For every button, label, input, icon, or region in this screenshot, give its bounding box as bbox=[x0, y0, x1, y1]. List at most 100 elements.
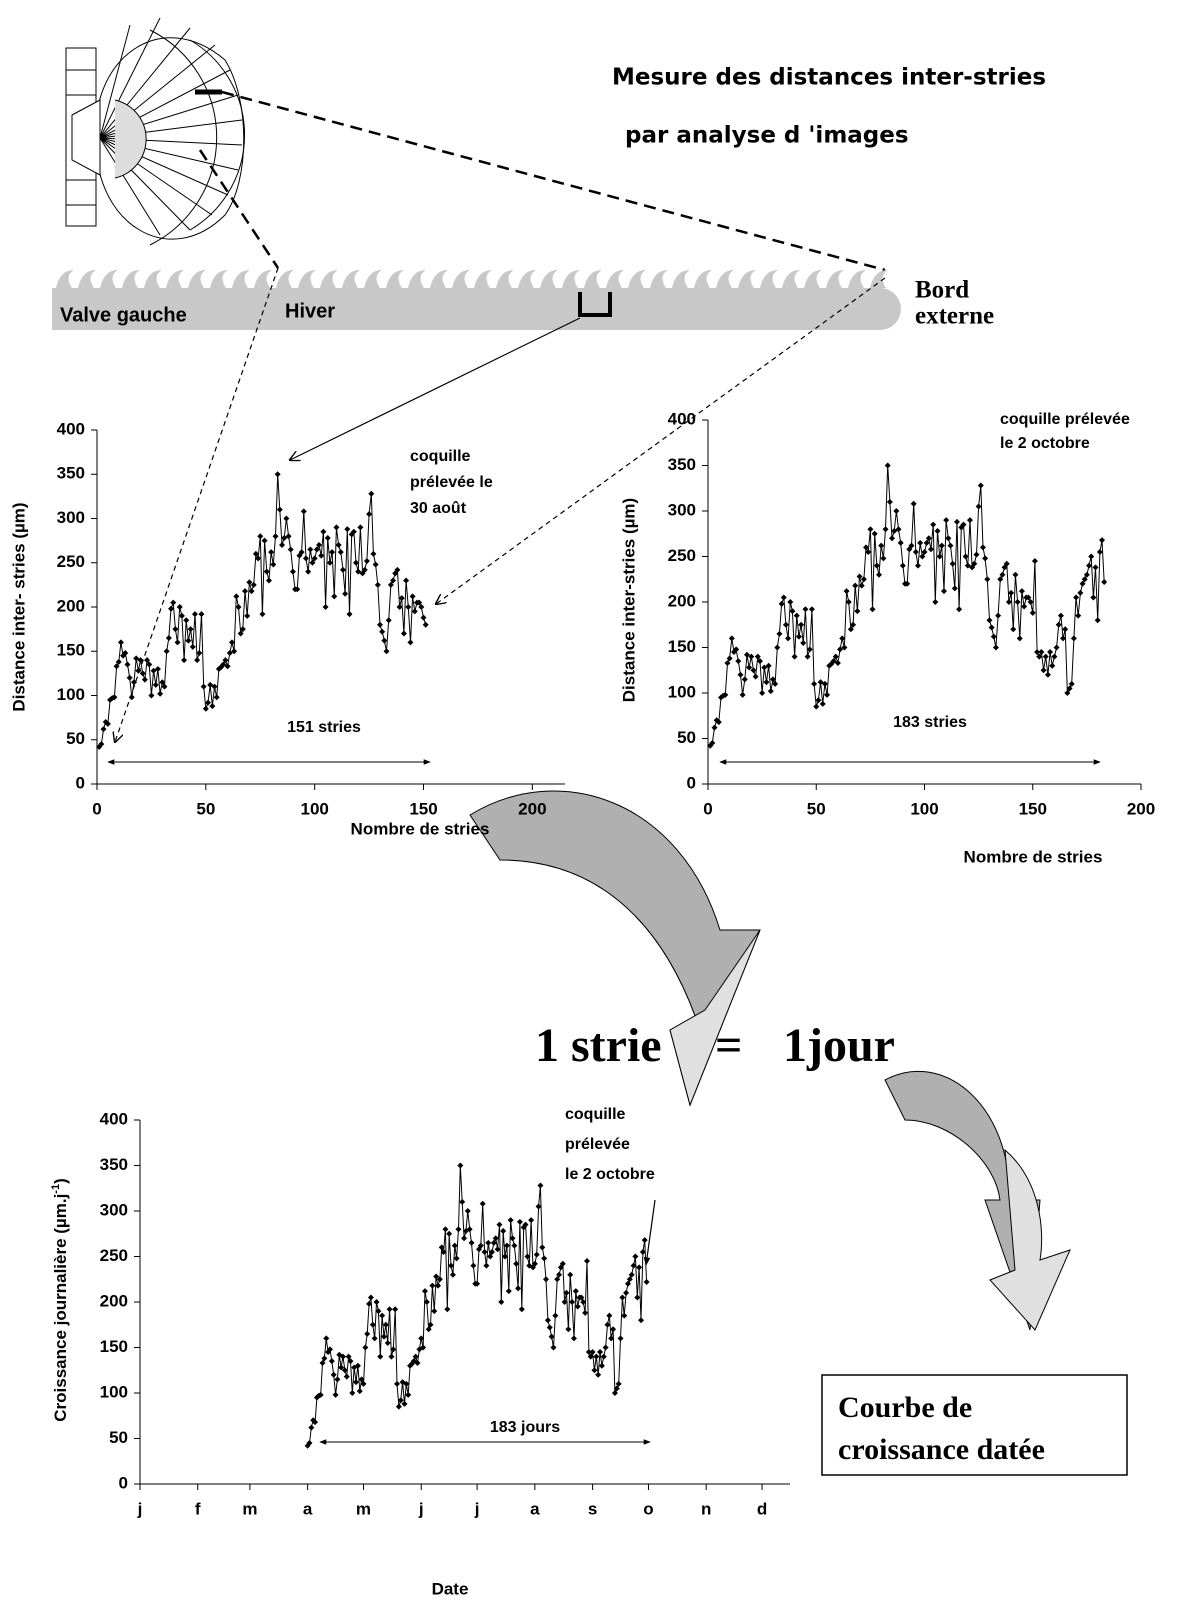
data-point bbox=[396, 604, 403, 610]
annotation: le 2 octobre bbox=[1000, 435, 1090, 452]
data-point bbox=[322, 604, 329, 610]
data-point bbox=[261, 537, 268, 544]
data-point bbox=[174, 639, 181, 646]
data-point bbox=[1047, 649, 1054, 656]
data-point bbox=[632, 1253, 639, 1260]
data-point bbox=[1064, 690, 1071, 696]
data-point bbox=[330, 1371, 337, 1378]
y-tick-label: 400 bbox=[57, 419, 85, 438]
data-point bbox=[345, 1353, 352, 1360]
data-point bbox=[518, 1306, 525, 1313]
y-tick-label: 200 bbox=[100, 1291, 128, 1310]
data-point bbox=[239, 626, 246, 633]
data-point bbox=[191, 611, 198, 618]
data-point bbox=[932, 599, 939, 605]
data-point bbox=[795, 633, 802, 640]
data-point bbox=[382, 1321, 389, 1328]
data-point bbox=[567, 1271, 574, 1278]
y-tick-label: 400 bbox=[100, 1109, 128, 1128]
data-point bbox=[1014, 599, 1021, 605]
data-point bbox=[598, 1362, 605, 1369]
data-point bbox=[925, 535, 932, 542]
data-point bbox=[621, 1312, 628, 1319]
data-point bbox=[152, 681, 159, 688]
data-point bbox=[159, 679, 166, 686]
data-point bbox=[539, 1244, 546, 1251]
data-point bbox=[990, 633, 997, 640]
data-point bbox=[451, 1242, 458, 1249]
x-axis-title: Date bbox=[432, 1579, 469, 1598]
data-point bbox=[354, 1362, 361, 1369]
data-point bbox=[1055, 621, 1062, 628]
data-point bbox=[1060, 635, 1067, 642]
data-point bbox=[733, 646, 740, 653]
data-point bbox=[516, 1218, 523, 1225]
data-point bbox=[461, 1235, 468, 1242]
result-text: croissance datée bbox=[838, 1433, 1045, 1466]
data-point bbox=[367, 1294, 374, 1301]
data-point bbox=[371, 1335, 378, 1342]
data-point bbox=[600, 1353, 607, 1360]
data-point bbox=[183, 617, 190, 624]
data-point bbox=[570, 1335, 577, 1342]
data-point bbox=[623, 1289, 630, 1296]
data-point bbox=[135, 667, 142, 674]
data-point bbox=[198, 611, 205, 618]
data-point bbox=[300, 508, 307, 515]
data-point bbox=[498, 1299, 505, 1305]
data-point bbox=[808, 606, 815, 613]
data-point bbox=[453, 1255, 460, 1262]
data-point bbox=[321, 1355, 328, 1362]
x-tick-label: 150 bbox=[409, 799, 437, 818]
data-point bbox=[122, 650, 129, 657]
data-point bbox=[481, 1248, 488, 1255]
data-point bbox=[602, 1344, 609, 1351]
data-point bbox=[412, 1353, 419, 1360]
data-point bbox=[176, 604, 183, 610]
data-point bbox=[1049, 662, 1056, 669]
data-point bbox=[606, 1312, 613, 1319]
data-point bbox=[189, 643, 196, 650]
data-point bbox=[843, 588, 850, 595]
data-point bbox=[548, 1333, 555, 1340]
data-point bbox=[496, 1221, 503, 1228]
data-point bbox=[507, 1217, 514, 1224]
data-point bbox=[366, 511, 373, 518]
y-tick-label: 300 bbox=[668, 500, 696, 519]
data-point bbox=[392, 1306, 399, 1313]
valve-label: Valve gauche bbox=[60, 304, 187, 326]
data-point bbox=[951, 585, 958, 592]
data-point bbox=[1038, 649, 1045, 656]
data-point bbox=[357, 524, 364, 531]
data-point bbox=[279, 542, 286, 549]
data-point bbox=[350, 528, 357, 535]
data-point bbox=[244, 612, 251, 619]
data-point bbox=[479, 1200, 486, 1207]
annotation: 183 jours bbox=[490, 1419, 560, 1436]
data-point bbox=[761, 664, 768, 671]
data-point bbox=[960, 521, 967, 528]
data-point bbox=[778, 600, 785, 607]
data-point bbox=[582, 1309, 589, 1316]
data-point bbox=[1036, 653, 1043, 660]
data-point bbox=[776, 630, 783, 637]
data-point bbox=[368, 490, 375, 497]
data-point bbox=[285, 533, 292, 540]
data-point bbox=[895, 526, 902, 533]
data-point bbox=[318, 552, 325, 559]
data-point bbox=[589, 1349, 596, 1356]
data-point bbox=[377, 1353, 384, 1360]
data-point bbox=[494, 1246, 501, 1253]
data-point bbox=[414, 1359, 421, 1366]
data-point bbox=[1083, 571, 1090, 578]
data-point bbox=[385, 617, 392, 624]
data-point bbox=[735, 658, 742, 665]
data-point bbox=[1053, 644, 1060, 651]
data-point bbox=[418, 604, 425, 610]
data-point bbox=[502, 1253, 509, 1260]
y-tick-label: 100 bbox=[100, 1382, 128, 1401]
data-point bbox=[793, 612, 800, 619]
data-point bbox=[154, 665, 161, 672]
data-point bbox=[429, 1282, 436, 1289]
data-point bbox=[329, 549, 336, 556]
